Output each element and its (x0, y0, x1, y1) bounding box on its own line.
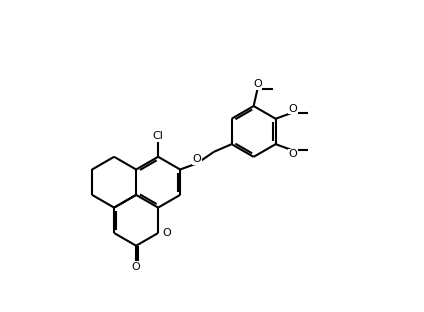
Text: O: O (253, 80, 262, 90)
Text: O: O (288, 104, 297, 114)
Text: O: O (192, 154, 201, 164)
Text: Cl: Cl (153, 131, 164, 141)
Text: O: O (132, 261, 140, 271)
Text: O: O (288, 149, 297, 159)
Text: O: O (162, 228, 171, 238)
